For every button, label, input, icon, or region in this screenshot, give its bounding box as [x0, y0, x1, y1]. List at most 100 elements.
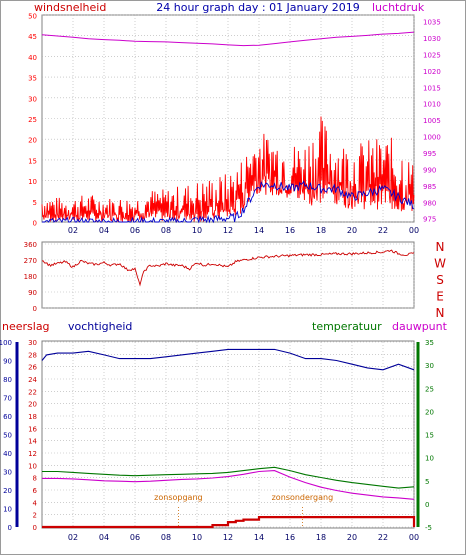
axes-middle: 0 90 180 270 360: [24, 241, 37, 313]
rain-tick-label: 14: [28, 438, 37, 446]
pressure-tick-label: 1005: [423, 117, 441, 125]
temperature-tick-label: 30: [425, 362, 434, 370]
wind-tick-label: 5: [33, 199, 37, 207]
x-tick-label: 18: [316, 533, 326, 542]
rain-tick-label: 28: [28, 351, 37, 359]
x-tick-label: 14: [254, 533, 264, 542]
series-top: [41, 31, 415, 224]
temperature-tick-label: 20: [425, 408, 434, 416]
compass-letter: S: [436, 273, 444, 287]
x-tick-label: 20: [347, 226, 357, 235]
x-tick-label: 10: [192, 533, 202, 542]
pressure-tick-label: 1020: [423, 68, 441, 76]
x-tick-label: 06: [130, 226, 140, 235]
compass-letter: E: [436, 290, 444, 304]
pressure-tick-label: 1000: [423, 134, 441, 142]
grid-bottom: [42, 341, 415, 528]
axes-top: 0510152025303540455097598098599099510001…: [28, 13, 441, 236]
rain-tick-label: 8: [33, 475, 37, 483]
humidity-tick-label: 50: [3, 432, 12, 440]
rain-tick-label: 12: [28, 450, 37, 458]
temperature-tick-label: 25: [425, 385, 434, 393]
compass-letter: N: [436, 306, 445, 320]
humidity-tick-label: 10: [3, 506, 12, 514]
rain-tick-label: 10: [28, 462, 37, 470]
wind-tick-label: 40: [28, 54, 37, 62]
humidity-tick-label: 60: [3, 413, 12, 421]
dauwpunt-label: dauwpunt: [392, 320, 448, 333]
humidity-tick-label: 30: [3, 469, 12, 477]
compass-letter: W: [434, 257, 446, 271]
windsnelheid-label: windsnelheid: [34, 1, 106, 14]
direction-tick-label: 180: [24, 273, 37, 281]
x-tick-label: 04: [99, 226, 109, 235]
panel3-border: [41, 340, 415, 529]
x-tick-label: 16: [285, 533, 295, 542]
x-tick-label: 00: [409, 533, 419, 542]
rain-tick-label: 30: [28, 339, 37, 347]
wind-tick-label: 30: [28, 95, 37, 103]
x-tick-label: 08: [161, 226, 171, 235]
x-tick-label: 12: [223, 226, 233, 235]
dauwpunt-line: [42, 470, 415, 500]
gust-line: [42, 180, 415, 224]
pressure-tick-label: 995: [423, 150, 436, 158]
x-tick-label: 22: [378, 533, 388, 542]
x-tick-label: 14: [254, 226, 264, 235]
humidity-tick-label: 80: [3, 376, 12, 384]
humidity-tick-label: 100: [0, 339, 12, 347]
x-tick-label: 20: [347, 533, 357, 542]
wind-tick-label: 15: [28, 157, 37, 165]
x-tick-label: 04: [99, 533, 109, 542]
humidity-tick-label: 90: [3, 358, 12, 366]
wind-tick-label: 50: [28, 13, 37, 21]
pressure-tick-label: 1015: [423, 84, 441, 92]
pressure-tick-label: 985: [423, 183, 436, 191]
x-tick-label: 02: [68, 533, 78, 542]
direction-tick-label: 360: [24, 241, 37, 249]
humidity-tick-label: 20: [3, 487, 12, 495]
pressure-tick-label: 1025: [423, 51, 441, 59]
direction-tick-label: 270: [24, 257, 37, 265]
neerslag-label: neerslag: [2, 320, 50, 333]
pressure-tick-label: 975: [423, 216, 436, 224]
sunrise-label: zonsopgang: [154, 493, 202, 502]
windsnelheid-line: [41, 116, 415, 223]
rain-tick-label: 16: [28, 425, 37, 433]
rain-tick-label: 0: [33, 524, 37, 532]
temperature-tick-label: 15: [425, 432, 434, 440]
axes-bottom: 0246810121416182022242628300102030405060…: [0, 339, 434, 542]
x-tick-label: 00: [409, 226, 419, 235]
x-tick-label: 08: [161, 533, 171, 542]
wind-tick-label: 25: [28, 116, 37, 124]
neerslag-line: [42, 515, 416, 529]
rain-tick-label: 24: [28, 376, 37, 384]
pressure-tick-label: 1035: [423, 19, 441, 27]
rain-tick-label: 20: [28, 401, 37, 409]
luchtdruk-label: luchtdruk: [372, 1, 425, 14]
pressure-tick-label: 1030: [423, 35, 441, 43]
x-tick-label: 18: [316, 226, 326, 235]
pressure-tick-label: 980: [423, 199, 436, 207]
sunset-label: zonsondergang: [272, 493, 334, 502]
temperatuur-label: temperatuur: [312, 320, 382, 333]
temperature-tick-label: 0: [425, 501, 429, 509]
chart-title: 24 hour graph day : 01 January 2019: [156, 1, 360, 14]
direction-tick-label: 90: [28, 289, 37, 297]
rain-tick-label: 6: [33, 487, 38, 495]
direction-line: [41, 249, 415, 287]
rain-tick-label: 2: [33, 512, 37, 520]
humidity-tick-label: 0: [8, 524, 12, 532]
vochtigheid-line: [41, 348, 415, 371]
grid-middle: [42, 243, 415, 309]
temperatuur-line: [42, 466, 415, 489]
temperature-tick-label: -5: [425, 524, 432, 532]
vochtigheid-label: vochtigheid: [68, 320, 132, 333]
sun-markers: zonsopgang zonsondergang: [154, 493, 333, 527]
series-bottom: [41, 348, 416, 529]
rain-tick-label: 22: [28, 388, 37, 396]
wind-tick-label: 45: [28, 33, 37, 41]
series-middle: [41, 249, 415, 287]
